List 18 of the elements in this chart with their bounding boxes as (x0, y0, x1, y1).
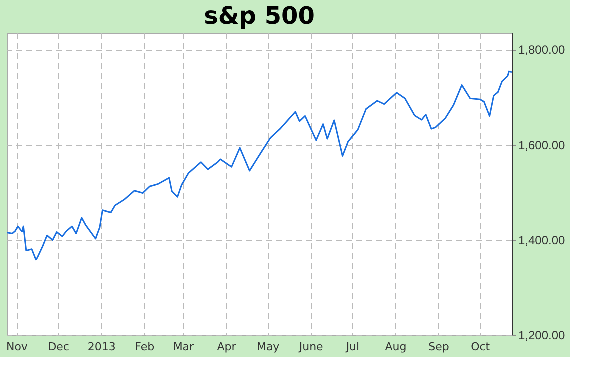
x-tick-label: Mar (173, 340, 195, 354)
y-tick-label: 1,600.00 (518, 138, 566, 152)
y-tick-label: 1,200.00 (518, 328, 566, 342)
x-tick-label: June (298, 340, 324, 354)
chart-title: s&p 500 (204, 2, 315, 30)
x-tick-label: Nov (6, 340, 28, 354)
x-tick-label: Oct (471, 340, 491, 354)
y-tick-label: 1,800.00 (518, 43, 566, 58)
x-tick-label: 2013 (88, 340, 116, 354)
x-tick-label: Dec (48, 340, 70, 354)
x-tick-label: Sep (428, 340, 450, 354)
x-tick-label: Feb (135, 340, 155, 354)
x-tick-label: Aug (385, 340, 407, 354)
x-tick-label: Jul (345, 340, 360, 354)
x-tick-label: Apr (217, 340, 237, 354)
line-series (6, 70, 513, 261)
y-tick-label: 1,400.00 (518, 233, 566, 248)
x-tick-label: May (256, 340, 280, 354)
